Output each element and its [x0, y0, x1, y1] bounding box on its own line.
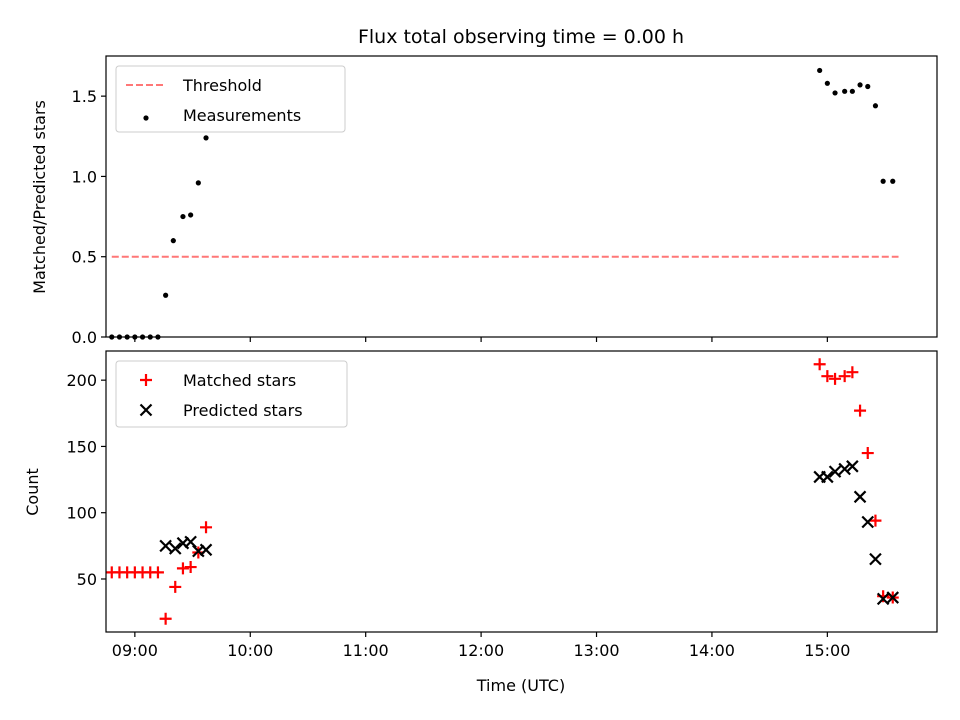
matched-star-marker	[838, 370, 851, 383]
legend-swatch-matched-stars	[140, 374, 152, 386]
axes-frame	[105, 55, 938, 338]
series-predicted-stars	[159, 460, 900, 606]
x-axis-label: Time (UTC)	[476, 676, 565, 695]
y-tick-label: 0.5	[72, 248, 97, 267]
x-tick-label: 11:00	[343, 641, 389, 660]
matched-star-marker	[159, 612, 172, 625]
predicted-star-marker	[159, 539, 172, 553]
legend-label: Threshold	[182, 76, 262, 95]
x-tick-label: 14:00	[689, 641, 735, 660]
legend-frame	[115, 65, 346, 133]
legend-swatch-predicted-stars	[139, 403, 153, 417]
measurement-point	[842, 88, 848, 94]
matched-star-marker	[176, 562, 189, 575]
legend-label: Matched stars	[183, 371, 296, 390]
matched-star-marker	[846, 366, 859, 379]
x-tick-label: 09:00	[112, 641, 158, 660]
measurement-point	[824, 80, 830, 86]
y-tick-label: 1.0	[72, 167, 97, 186]
matched-star-marker	[200, 521, 213, 534]
y-tick-label: 1.5	[72, 87, 97, 106]
matched-star-marker	[821, 370, 834, 383]
chart-title: Flux total observing time = 0.00 h	[358, 26, 684, 48]
predicted-star-marker	[861, 515, 875, 529]
bottom-y-axis-label: Count	[23, 468, 42, 516]
bottom-panel: 09:00 10:00 11:00 12:00 13:00 14:00 15:00 50 100…	[66, 350, 938, 660]
x-tick-label: 10:00	[227, 641, 273, 660]
measurement-point	[890, 178, 896, 184]
legend-swatch-measurements	[143, 115, 149, 121]
y-tick-label: 200	[66, 371, 97, 390]
y-tick-label: 0.0	[72, 328, 97, 347]
measurement-point	[832, 90, 838, 96]
measurement-point	[857, 82, 863, 88]
predicted-star-marker	[821, 470, 834, 484]
matched-star-marker	[861, 447, 874, 460]
top-y-axis-label: Matched/Predicted stars	[30, 100, 49, 294]
measurement-point	[849, 88, 855, 94]
measurement-point	[170, 238, 176, 244]
matched-star-marker	[829, 372, 842, 385]
measurement-point	[880, 178, 886, 184]
predicted-star-marker	[869, 552, 882, 566]
matched-star-marker	[184, 561, 197, 574]
legend-label: Predicted stars	[183, 401, 303, 420]
matched-star-marker	[813, 358, 826, 371]
measurement-point	[163, 292, 169, 298]
measurement-point	[872, 103, 879, 109]
axes-frame	[105, 350, 938, 633]
series-matched-stars	[105, 358, 899, 625]
matched-star-marker	[151, 566, 164, 579]
legend: Threshold Measurements	[115, 65, 346, 133]
matched-star-marker	[854, 404, 867, 417]
measurement-point	[865, 83, 871, 90]
matched-star-marker	[869, 514, 882, 527]
measurement-point	[817, 67, 823, 74]
y-tick-label: 150	[66, 437, 97, 456]
measurement-point	[203, 135, 209, 141]
y-tick-label: 100	[66, 504, 97, 523]
measurement-point	[180, 213, 186, 220]
predicted-star-marker	[838, 462, 851, 476]
legend-frame	[115, 360, 348, 428]
matched-star-marker	[169, 580, 182, 593]
predicted-star-marker	[828, 465, 842, 478]
x-tick-label: 15:00	[804, 641, 850, 660]
predicted-star-marker	[853, 490, 867, 504]
top-panel: 0.0 0.5 1.0 1.5 Threshold Measurements	[72, 55, 938, 347]
measurement-point	[188, 212, 194, 218]
legend: Matched stars Predicted stars	[115, 360, 348, 428]
measurement-point	[195, 180, 201, 186]
predicted-star-marker	[886, 591, 900, 604]
predicted-star-marker	[846, 460, 859, 473]
predicted-star-marker	[184, 535, 197, 549]
x-tick-label: 12:00	[458, 641, 504, 660]
predicted-star-marker	[168, 542, 182, 555]
x-tick-label: 13:00	[573, 641, 619, 660]
predicted-star-marker	[199, 543, 213, 557]
legend-label: Measurements	[183, 106, 301, 125]
y-tick-label: 50	[77, 570, 97, 589]
